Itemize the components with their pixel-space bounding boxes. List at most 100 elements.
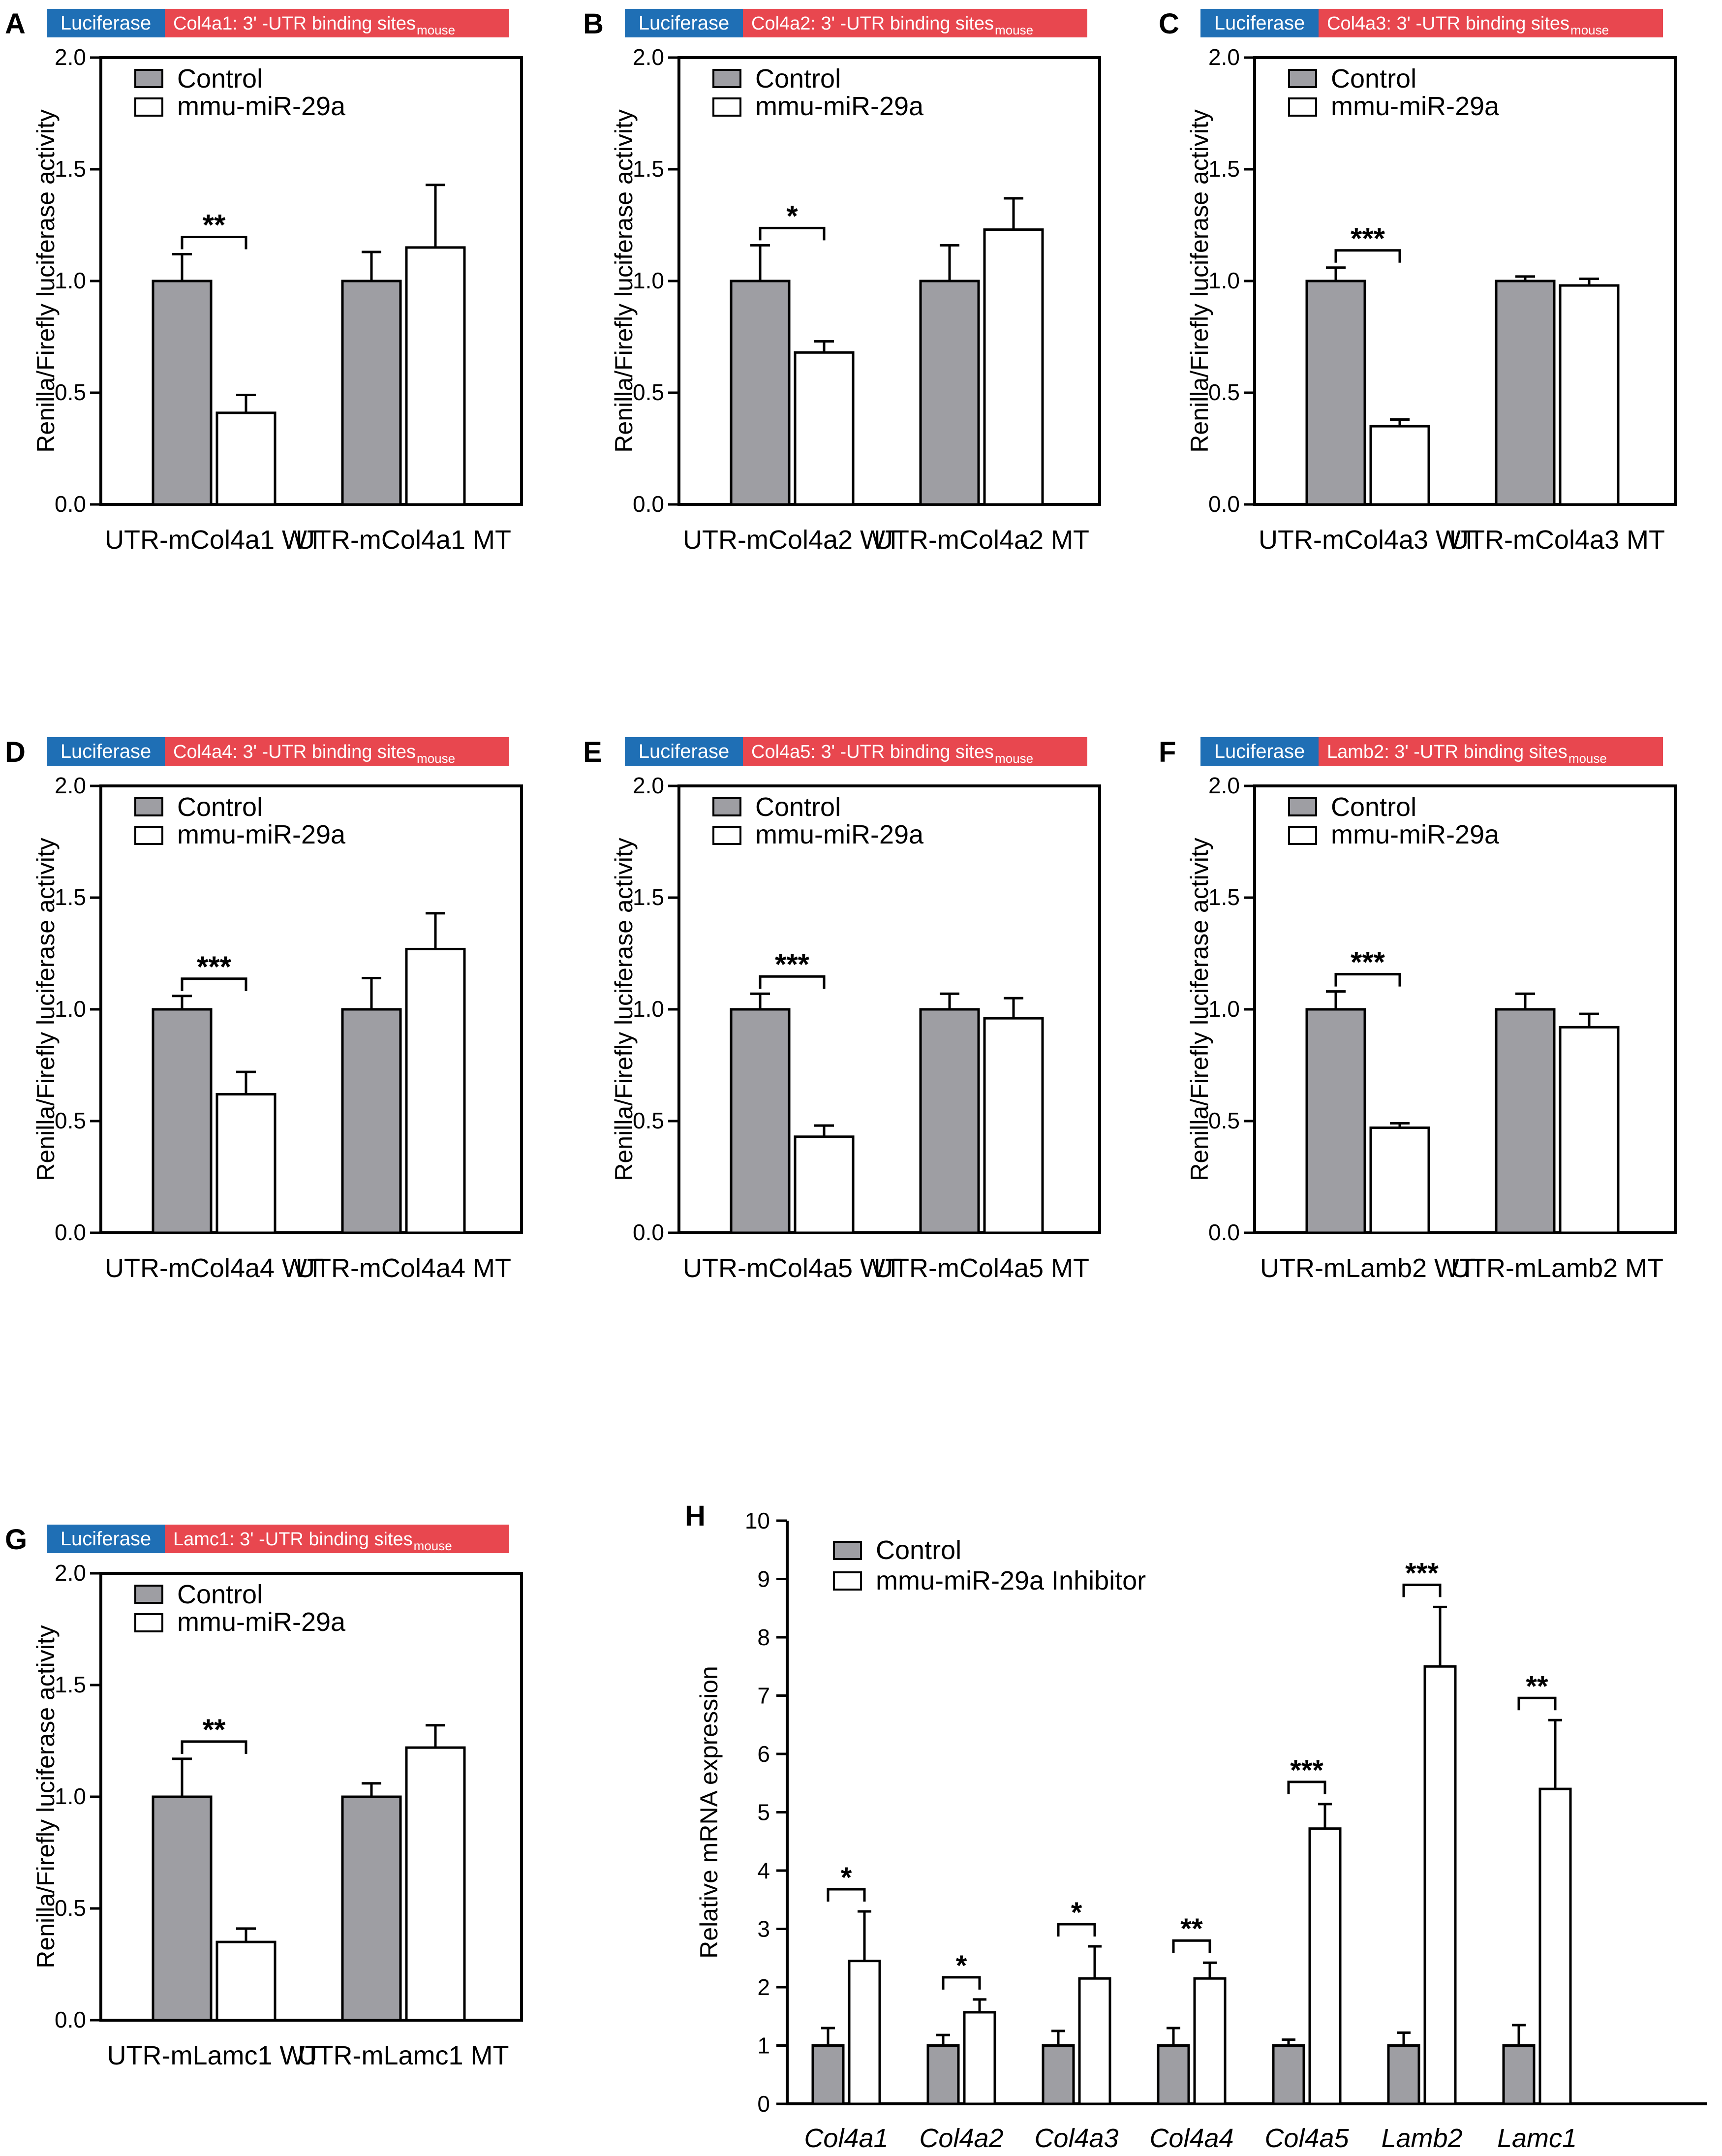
legend-swatch-treatment: [1288, 97, 1317, 117]
significance-bracket: [181, 236, 247, 250]
bar-treatment: [1078, 1977, 1111, 2105]
y-tick-label: 0.5: [1208, 379, 1240, 405]
x-category-label: UTR-mCol4a4 MT: [296, 1253, 511, 1283]
y-tick-label: 8: [757, 1625, 770, 1650]
target-site-name: Col4a5: 3' -UTR binding sites: [751, 742, 994, 762]
y-tick-label: 0.5: [633, 379, 664, 405]
significance-stars: **: [203, 1713, 226, 1746]
x-category-label: UTR-mCol4a4 WT: [105, 1253, 323, 1283]
target-site-name: Col4a4: 3' -UTR binding sites: [173, 742, 416, 762]
y-tick-label: 1.5: [55, 884, 86, 910]
target-site-species: mouse: [1568, 751, 1607, 766]
bar-control: [152, 1008, 213, 1234]
significance-bracket: [942, 1976, 981, 1990]
target-site-name: Lamb2: 3' -UTR binding sites: [1327, 742, 1568, 762]
panel-letter: G: [5, 1524, 27, 1556]
x-category-label: UTR-mCol4a3 WT: [1259, 525, 1477, 555]
x-category-label: UTR-mLamc1 WT: [107, 2041, 321, 2070]
x-category-label: Lamb2: [1381, 2124, 1462, 2153]
target-site-label: Lamc1: 3' -UTR binding sitesmouse: [173, 1529, 452, 1553]
legend-label-treatment: mmu-miR-29a Inhibitor: [876, 1566, 1146, 1595]
bar-control: [1042, 2044, 1075, 2105]
bar-treatment: [983, 228, 1044, 506]
y-tick-label: 1.0: [55, 1783, 86, 1809]
x-category-label: UTR-mCol4a5 MT: [874, 1253, 1089, 1283]
legend-label-control: Control: [755, 64, 841, 94]
target-site-label: Col4a5: 3' -UTR binding sitesmouse: [751, 742, 1033, 766]
significance-bracket: [827, 1888, 866, 1902]
target-site-name: Col4a3: 3' -UTR binding sites: [1327, 13, 1569, 34]
significance-bracket: [181, 977, 247, 991]
legend-swatch-control: [833, 1541, 862, 1560]
y-tick-label: 1.5: [1208, 884, 1240, 910]
significance-bracket: [759, 226, 826, 241]
significance-stars: **: [1180, 1913, 1203, 1945]
panel-B: B Luciferase Col4a2: 3' -UTR binding sites…: [583, 8, 1101, 555]
target-site-species: mouse: [1570, 23, 1609, 37]
bar-control: [926, 2044, 960, 2105]
significance-stars: *: [956, 1950, 967, 1982]
y-axis-label: Renilla/Firefly luciferase activity: [610, 838, 638, 1181]
luciferase-box: [47, 9, 165, 37]
panel-C: C Luciferase Col4a3: 3' -UTR binding sites…: [1159, 8, 1677, 555]
bar-treatment: [405, 1746, 466, 2022]
significance-bracket: [1334, 973, 1401, 987]
significance-stars: ***: [1290, 1754, 1323, 1786]
significance-stars: *: [786, 199, 798, 232]
target-site-name: Col4a2: 3' -UTR binding sites: [751, 13, 994, 34]
bar-control: [152, 1795, 213, 2022]
target-site-label: Col4a2: 3' -UTR binding sitesmouse: [751, 13, 1033, 37]
y-tick-label: 2.0: [55, 773, 86, 798]
bar-control: [1272, 2044, 1305, 2105]
x-category-label: UTR-mLamc1 MT: [298, 2041, 509, 2070]
bar-control: [1305, 280, 1366, 506]
y-tick-label: 5: [757, 1800, 770, 1825]
bar-treatment: [1369, 1126, 1430, 1234]
luciferase-label: Luciferase: [61, 1528, 152, 1550]
legend-swatch-control: [1288, 797, 1317, 816]
legend-swatch-control: [134, 1585, 163, 1604]
bar-treatment: [1193, 1977, 1227, 2105]
y-tick-label: 1.0: [1208, 268, 1240, 293]
legend-swatch-control: [712, 797, 741, 816]
bar-control: [1305, 1008, 1366, 1234]
y-tick-label: 1.0: [1208, 996, 1240, 1022]
y-tick-label: 2.0: [1208, 773, 1240, 798]
bar-control: [811, 2044, 845, 2105]
luciferase-label: Luciferase: [61, 12, 152, 34]
y-tick-label: 1: [757, 2033, 770, 2059]
target-site-species: mouse: [995, 23, 1033, 37]
y-tick-label: 0.0: [55, 1219, 86, 1245]
x-category-label: UTR-mCol4a5 WT: [683, 1253, 901, 1283]
target-site-box: [743, 9, 1087, 37]
bar-treatment: [215, 411, 277, 506]
legend-swatch-control: [1288, 69, 1317, 88]
y-tick-label: 0.5: [55, 379, 86, 405]
panel-letter: E: [583, 736, 602, 768]
panel-G: G Luciferase Lamc1: 3' -UTR binding sitesm…: [5, 1524, 523, 2070]
bar-treatment: [1559, 1026, 1620, 1234]
luciferase-label: Luciferase: [1214, 741, 1305, 762]
x-category-label: Col4a5: [1264, 2124, 1349, 2153]
y-tick-label: 0: [757, 2091, 770, 2117]
y-tick-label: 10: [745, 1508, 770, 1533]
x-category-label: UTR-mLamb2 WT: [1260, 1253, 1476, 1283]
y-tick-label: 0.0: [633, 1219, 664, 1245]
y-tick-label: 1.5: [633, 156, 664, 182]
legend-swatch-treatment: [134, 97, 163, 117]
y-axis-label: Renilla/Firefly luciferase activity: [32, 1625, 60, 1968]
y-tick-label: 0.5: [55, 1108, 86, 1133]
y-tick-label: 0.0: [1208, 491, 1240, 517]
y-tick-label: 2: [757, 1974, 770, 2000]
y-tick-label: 0.5: [1208, 1108, 1240, 1133]
panel-F: F Luciferase Lamb2: 3' -UTR binding sitesm…: [1159, 736, 1677, 1283]
significance-bracket: [1287, 1781, 1326, 1794]
x-category-label: Col4a2: [919, 2124, 1003, 2153]
y-tick-label: 1.0: [55, 996, 86, 1022]
target-site-box: [1319, 9, 1663, 37]
y-tick-label: 9: [757, 1566, 770, 1592]
significance-stars: ***: [1351, 946, 1385, 979]
y-axis-label: Renilla/Firefly luciferase activity: [32, 109, 60, 452]
